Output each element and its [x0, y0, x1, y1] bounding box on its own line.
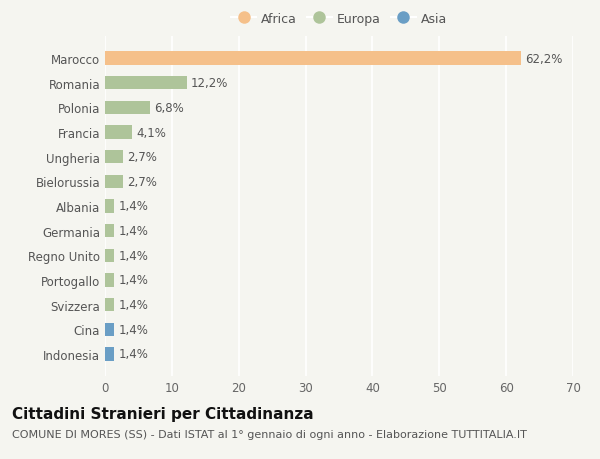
Text: 4,1%: 4,1% — [136, 126, 166, 139]
Text: COMUNE DI MORES (SS) - Dati ISTAT al 1° gennaio di ogni anno - Elaborazione TUTT: COMUNE DI MORES (SS) - Dati ISTAT al 1° … — [12, 429, 527, 439]
Text: 6,8%: 6,8% — [154, 101, 184, 115]
Bar — [105, 175, 123, 189]
Bar — [105, 249, 115, 263]
Bar — [105, 298, 115, 312]
Text: 62,2%: 62,2% — [525, 52, 562, 66]
Bar — [105, 200, 115, 213]
Bar — [105, 77, 187, 90]
Bar — [105, 224, 115, 238]
Text: 1,4%: 1,4% — [118, 200, 148, 213]
Text: 1,4%: 1,4% — [118, 347, 148, 361]
Bar — [105, 101, 151, 115]
Bar — [105, 126, 133, 140]
Text: 2,7%: 2,7% — [127, 151, 157, 164]
Bar — [105, 52, 521, 66]
Text: 1,4%: 1,4% — [118, 274, 148, 287]
Bar — [105, 274, 115, 287]
Bar — [105, 347, 115, 361]
Text: 1,4%: 1,4% — [118, 249, 148, 262]
Text: 2,7%: 2,7% — [127, 175, 157, 189]
Text: 12,2%: 12,2% — [191, 77, 228, 90]
Text: 1,4%: 1,4% — [118, 224, 148, 238]
Legend: Africa, Europa, Asia: Africa, Europa, Asia — [227, 9, 451, 29]
Text: Cittadini Stranieri per Cittadinanza: Cittadini Stranieri per Cittadinanza — [12, 406, 314, 421]
Text: 1,4%: 1,4% — [118, 298, 148, 312]
Bar — [105, 323, 115, 336]
Bar — [105, 151, 123, 164]
Text: 1,4%: 1,4% — [118, 323, 148, 336]
